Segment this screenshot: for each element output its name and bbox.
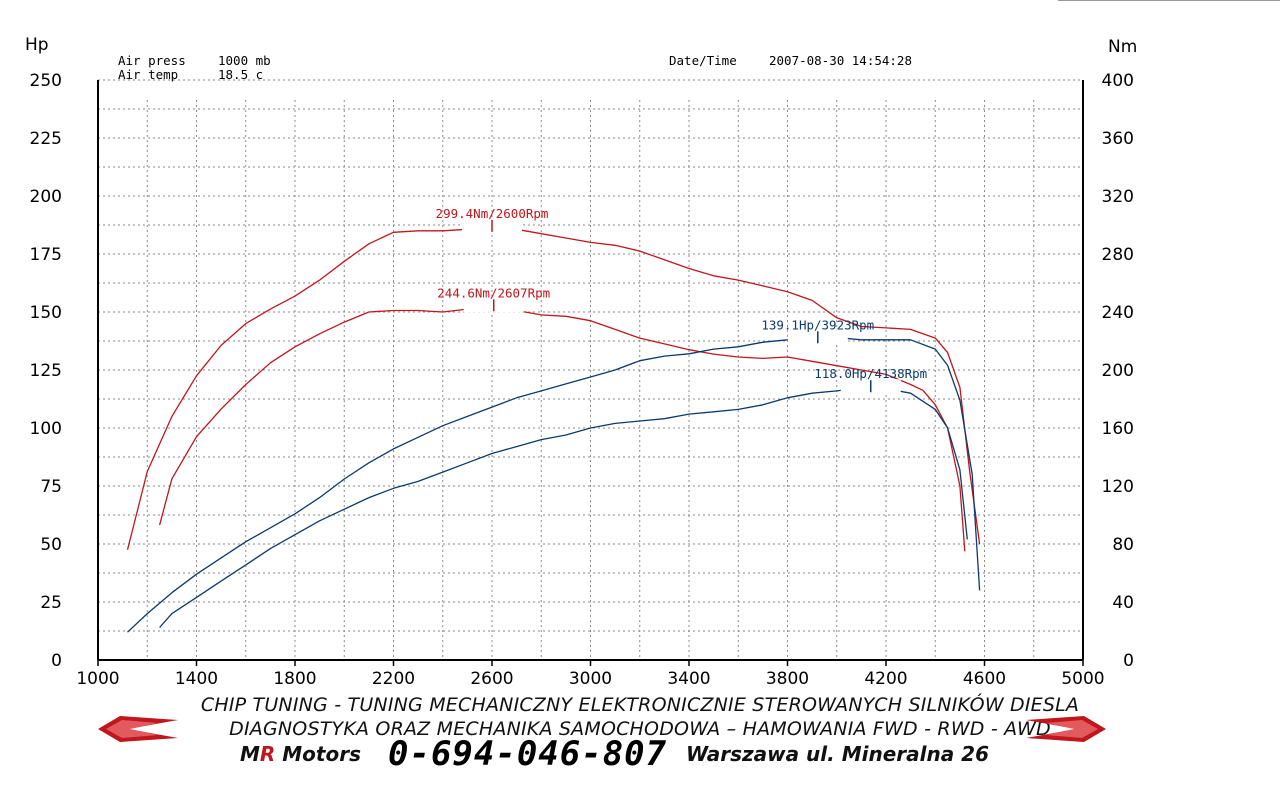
air-press-label: Air press (118, 53, 186, 68)
left-tick-label: 250 (30, 71, 62, 91)
arrow-left-icon (98, 716, 178, 742)
left-tick-label: 125 (30, 361, 62, 381)
right-tick-label: 400 (1102, 71, 1134, 91)
right-tick-label: 360 (1102, 129, 1134, 149)
footer-line-diagnostics: DIAGNOSTYKA ORAZ MECHANIKA SAMOCHODOWA –… (229, 718, 1051, 740)
air-temp-label: Air temp (118, 67, 178, 82)
series-line-4 (159, 385, 968, 628)
air-press-value: 1000 mb (218, 53, 271, 68)
x-tick-label: 2600 (470, 669, 513, 689)
dyno-chart: 1000 1400 1800 2200 2600 3000 3400 3800 4200 4600… (25, 35, 1137, 689)
right-tick-label: 0 (1123, 651, 1134, 671)
chart-grid (98, 79, 1084, 660)
annotation-label: 139.1Hp/3923Rpm (761, 317, 874, 332)
address: Warszawa ul. Mineralna 26 (686, 742, 989, 766)
chart-series (126, 225, 981, 633)
right-axis-unit: Nm (1108, 37, 1137, 57)
left-tick-label: 150 (30, 303, 62, 323)
series-line-1 (126, 225, 981, 550)
left-tick-label: 25 (40, 593, 62, 613)
footer-line-chip-tuning: CHIP TUNING - TUNING MECHANICZNY ELEKTRO… (200, 694, 1080, 716)
x-tick-label: 4600 (963, 669, 1006, 689)
arrow-right-icon (1026, 716, 1106, 742)
datetime-value: 2007-08-30 14:54:28 (769, 53, 912, 68)
annotation-label: 244.6Nm/2607Rpm (437, 285, 550, 300)
left-tick-label: 50 (40, 535, 62, 555)
right-tick-label: 80 (1112, 535, 1134, 555)
left-tick-label: 200 (30, 187, 62, 207)
series-line-3 (127, 336, 981, 633)
x-tick-label: 5000 (1061, 669, 1104, 689)
left-tick-label: 225 (30, 129, 62, 149)
x-tick-label: 1000 (76, 669, 119, 689)
annotation-label: 118.0Hp/4138Rpm (814, 366, 927, 381)
series-line-2 (158, 305, 966, 552)
datetime-label: Date/Time (669, 53, 737, 68)
air-temp-value: 18.5 c (218, 67, 263, 82)
chart-annotations: 299.4Nm/2600Rpm 244.6Nm/2607Rpm 139.1Hp/39… (436, 206, 927, 394)
right-tick-label: 280 (1102, 245, 1134, 265)
x-tick-label: 4200 (864, 669, 907, 689)
x-tick-label: 3400 (667, 669, 710, 689)
x-tick-label: 3000 (569, 669, 612, 689)
phone-number: 0-694-046-807 (388, 734, 668, 774)
right-tick-label: 240 (1102, 303, 1134, 323)
footer: CHIP TUNING - TUNING MECHANICZNY ELEKTRO… (0, 690, 1280, 800)
x-tick-label: 1400 (175, 669, 218, 689)
right-tick-label: 120 (1102, 477, 1134, 497)
right-tick-label: 40 (1112, 593, 1134, 613)
left-tick-label: 0 (51, 651, 62, 671)
annotation-label: 299.4Nm/2600Rpm (436, 206, 549, 221)
contact-row: MR Motors 0-694-046-807 Warszawa ul. Min… (0, 734, 1280, 780)
left-tick-label: 75 (40, 477, 62, 497)
x-tick-label: 1800 (273, 669, 316, 689)
brand-logo: MR Motors (240, 742, 361, 766)
x-tick-label: 2200 (372, 669, 415, 689)
left-axis-unit: Hp (25, 35, 49, 55)
right-tick-label: 160 (1102, 419, 1134, 439)
x-tick-label: 3800 (766, 669, 809, 689)
top-rule (1058, 0, 1280, 1)
chart-axes: 1000 1400 1800 2200 2600 3000 3400 3800 4200 4600… (30, 71, 1134, 689)
right-tick-label: 200 (1102, 361, 1134, 381)
right-tick-label: 320 (1102, 187, 1134, 207)
left-tick-label: 100 (30, 419, 62, 439)
left-tick-label: 175 (30, 245, 62, 265)
